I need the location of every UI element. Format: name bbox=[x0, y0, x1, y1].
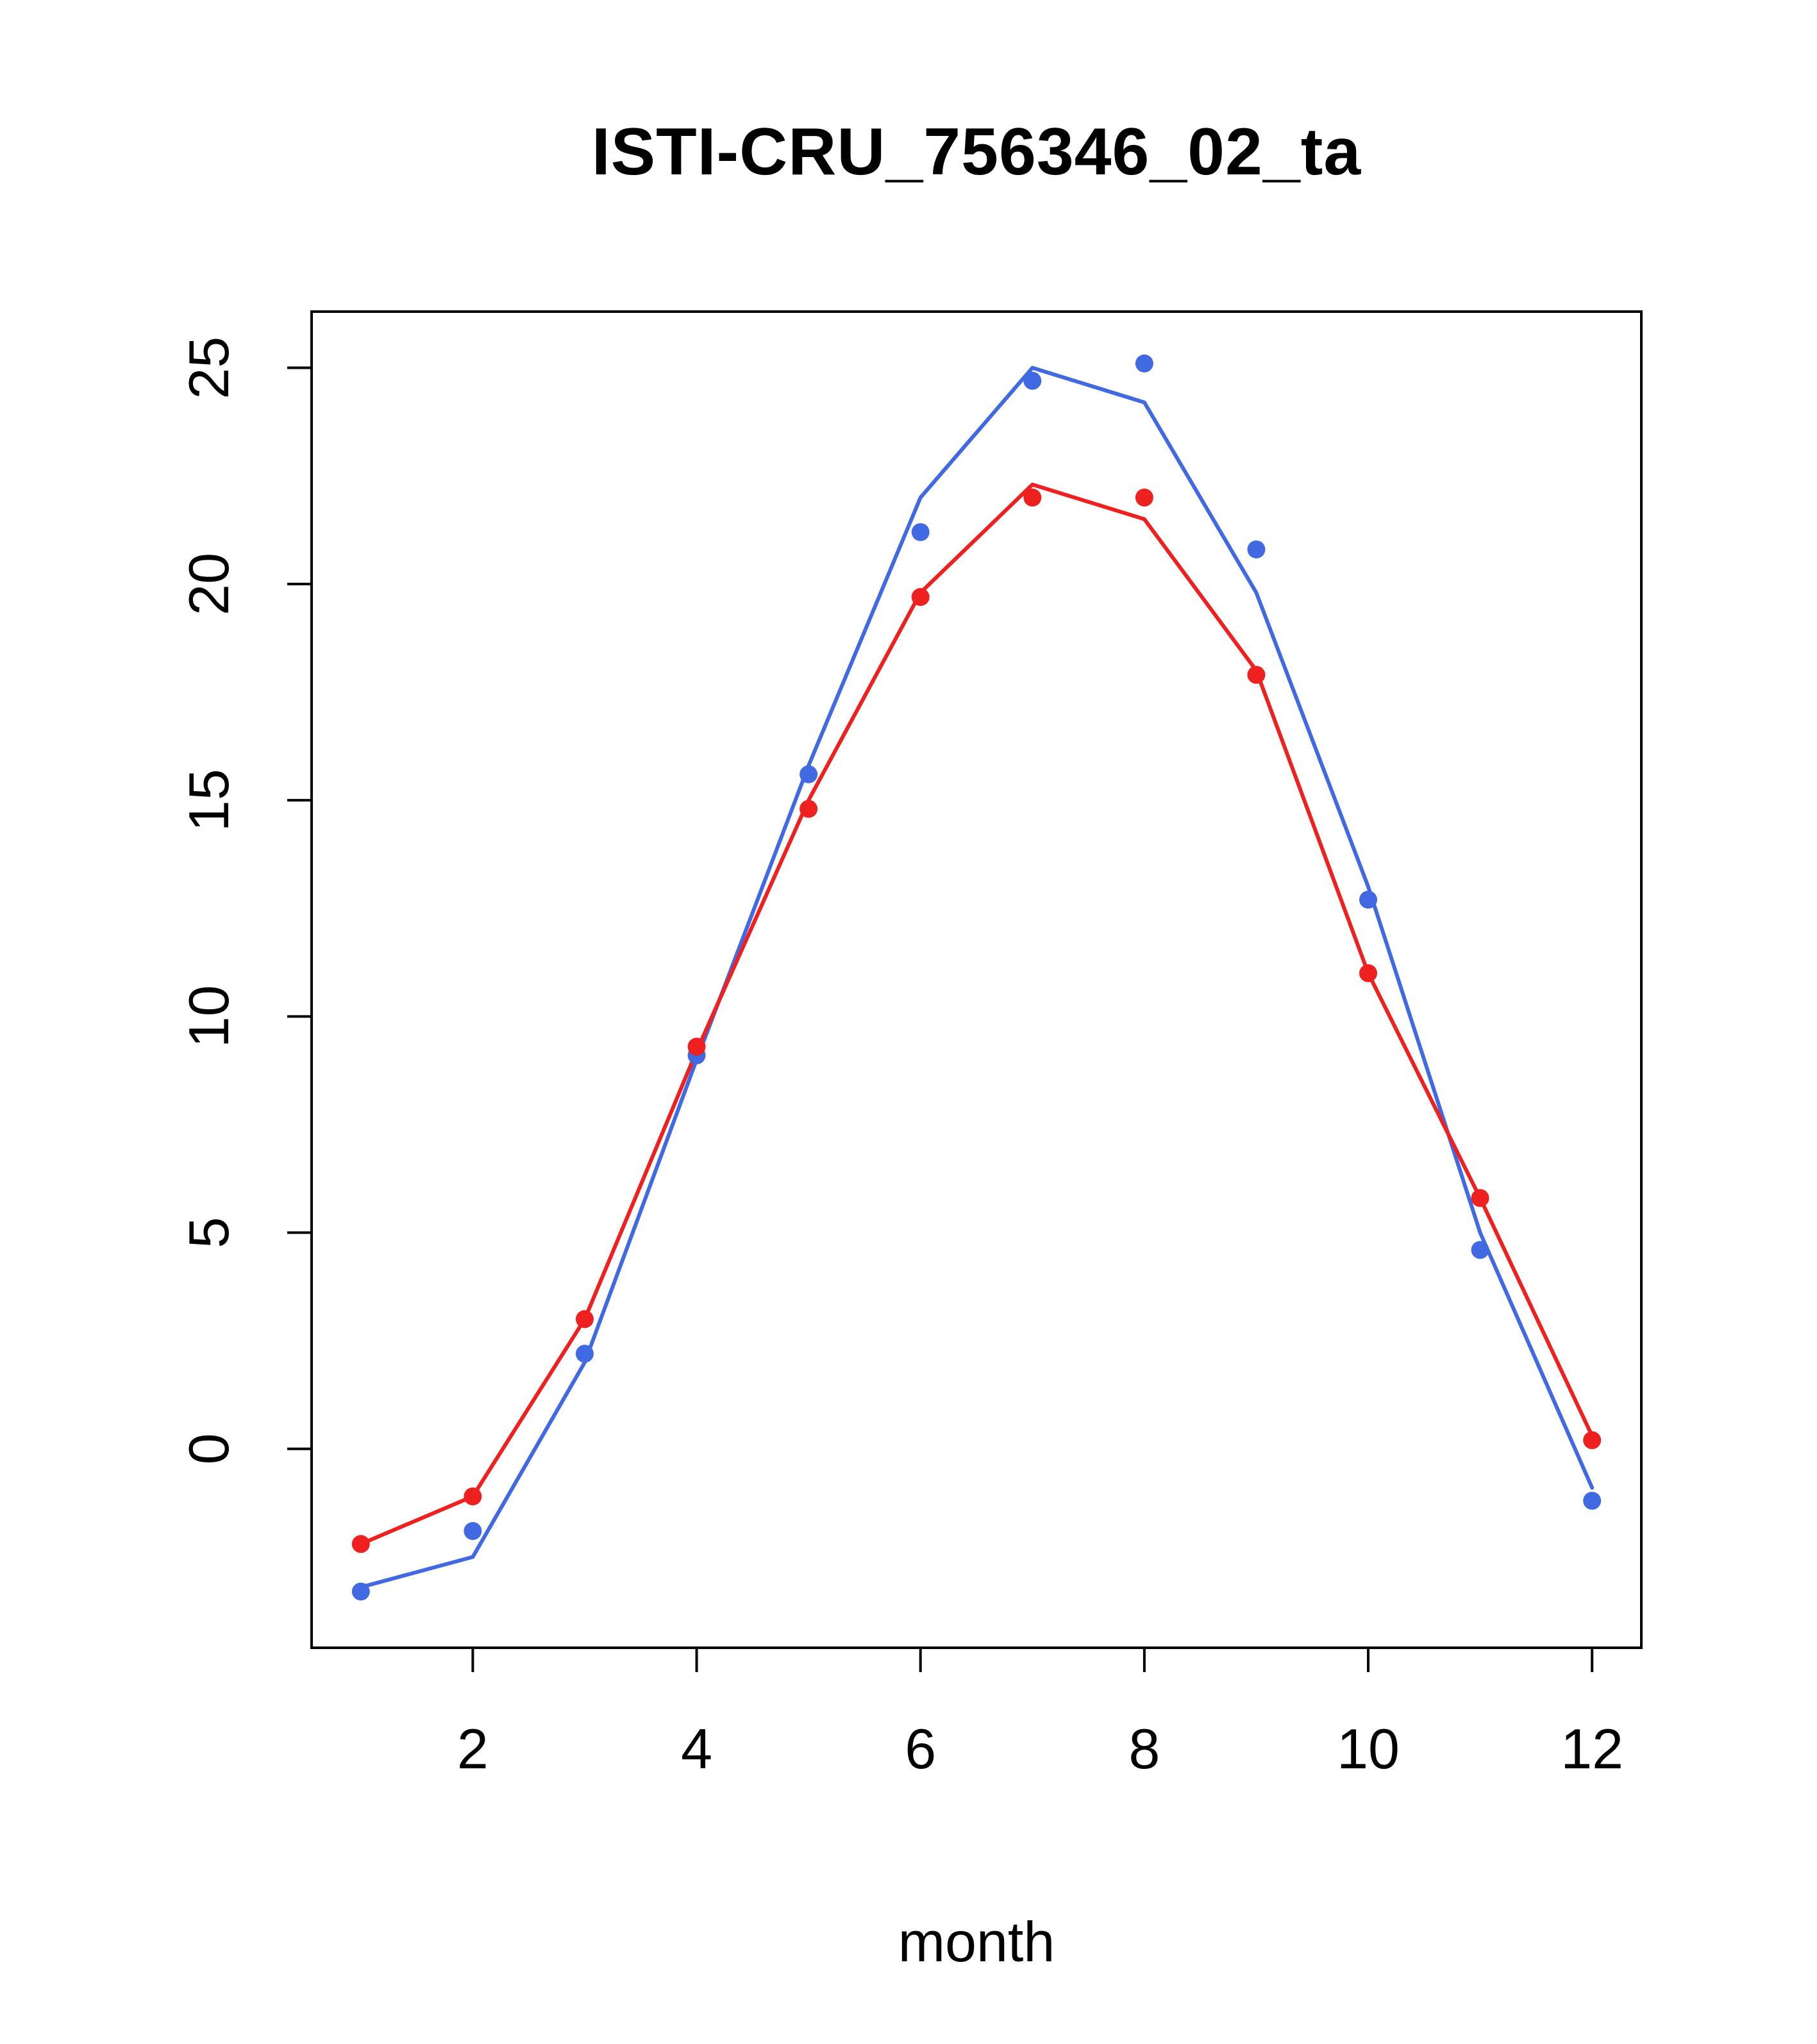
y-tick-label: 5 bbox=[177, 1217, 240, 1248]
x-axis-label: month bbox=[898, 1910, 1055, 1973]
red-series-point bbox=[1023, 489, 1042, 507]
y-tick-label: 20 bbox=[177, 553, 240, 616]
x-tick-label: 10 bbox=[1337, 1717, 1400, 1780]
blue-series-point bbox=[1583, 1491, 1602, 1510]
x-tick-label: 12 bbox=[1561, 1717, 1623, 1780]
red-series-point bbox=[1135, 489, 1153, 507]
red-series-point bbox=[687, 1037, 706, 1056]
red-series-point bbox=[464, 1487, 482, 1505]
blue-series-point bbox=[1359, 891, 1378, 909]
red-series-point bbox=[1583, 1431, 1602, 1450]
x-tick-label: 8 bbox=[1128, 1717, 1160, 1780]
blue-series-point bbox=[1247, 540, 1266, 558]
red-series-point bbox=[351, 1535, 370, 1554]
red-series-point bbox=[1471, 1189, 1489, 1207]
y-tick-label: 10 bbox=[177, 985, 240, 1048]
x-tick-label: 2 bbox=[457, 1717, 489, 1780]
blue-series-point bbox=[464, 1521, 482, 1540]
red-series-point bbox=[800, 800, 818, 818]
red-series-point bbox=[575, 1310, 594, 1328]
red-series-point bbox=[1359, 964, 1378, 982]
blue-series-point bbox=[351, 1582, 370, 1601]
red-series-point bbox=[1247, 666, 1266, 684]
x-tick-label: 4 bbox=[681, 1717, 712, 1780]
red-series-point bbox=[911, 588, 930, 607]
chart-title: ISTI-CRU_756346_02_ta bbox=[591, 115, 1362, 189]
y-tick-label: 0 bbox=[177, 1433, 240, 1464]
blue-series-point bbox=[1471, 1241, 1489, 1259]
y-tick-label: 15 bbox=[177, 769, 240, 832]
blue-series-point bbox=[575, 1345, 594, 1363]
blue-series-point bbox=[1023, 371, 1042, 390]
x-tick-label: 6 bbox=[905, 1717, 936, 1780]
blue-series-point bbox=[1135, 354, 1153, 373]
blue-series-point bbox=[800, 765, 818, 783]
blue-series-line bbox=[358, 365, 1595, 1589]
plot-frame bbox=[310, 310, 1643, 1649]
red-series-line bbox=[358, 482, 1595, 1546]
blue-series-point bbox=[911, 523, 930, 541]
y-tick-label: 25 bbox=[177, 337, 240, 399]
